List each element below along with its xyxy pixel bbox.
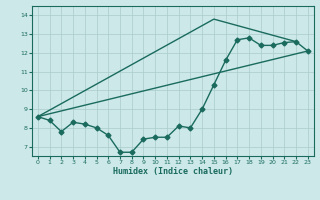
X-axis label: Humidex (Indice chaleur): Humidex (Indice chaleur) xyxy=(113,167,233,176)
